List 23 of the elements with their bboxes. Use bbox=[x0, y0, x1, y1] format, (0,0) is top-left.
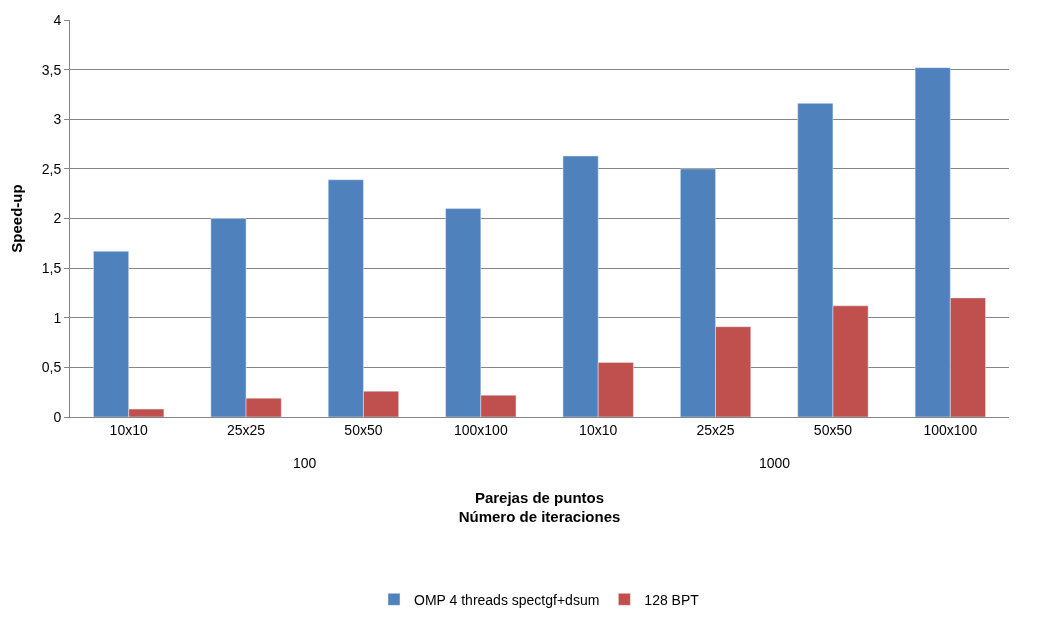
x-axis-title: Parejas de puntos Número de iteraciones bbox=[458, 488, 621, 526]
x-tick-label: 50x50 bbox=[344, 421, 383, 438]
x-tick-label: 25x25 bbox=[226, 421, 266, 438]
text: 100 bbox=[293, 455, 317, 471]
x-tick-label: 50x50 bbox=[813, 421, 853, 438]
y-tick-label: 1,5 bbox=[41, 260, 62, 277]
y-tick-label: 0,5 bbox=[41, 359, 62, 376]
x-tick-label: 100x100 bbox=[923, 421, 978, 438]
text: 1000 bbox=[759, 455, 791, 471]
y-tick-label: 2 bbox=[53, 210, 62, 227]
legend-label: 128 BPT bbox=[644, 591, 700, 608]
x-tick-label: 100x100 bbox=[453, 421, 508, 438]
x-tick-label: 25x25 bbox=[696, 421, 735, 438]
x-tick-label: 10x10 bbox=[579, 421, 618, 438]
y-tick-label: 3 bbox=[53, 111, 62, 128]
y-tick-label: 3,5 bbox=[41, 61, 62, 78]
y-tick-label: 4 bbox=[53, 11, 62, 28]
y-tick-label: 2,5 bbox=[41, 160, 62, 177]
y-axis-title: Speed-up bbox=[7, 184, 25, 253]
y-tick-label: 0 bbox=[53, 408, 62, 425]
x-tick-label: 10x10 bbox=[109, 421, 148, 438]
y-tick-label: 1 bbox=[53, 309, 62, 326]
legend-label: OMP 4 threads spectgf+dsum bbox=[414, 591, 600, 608]
